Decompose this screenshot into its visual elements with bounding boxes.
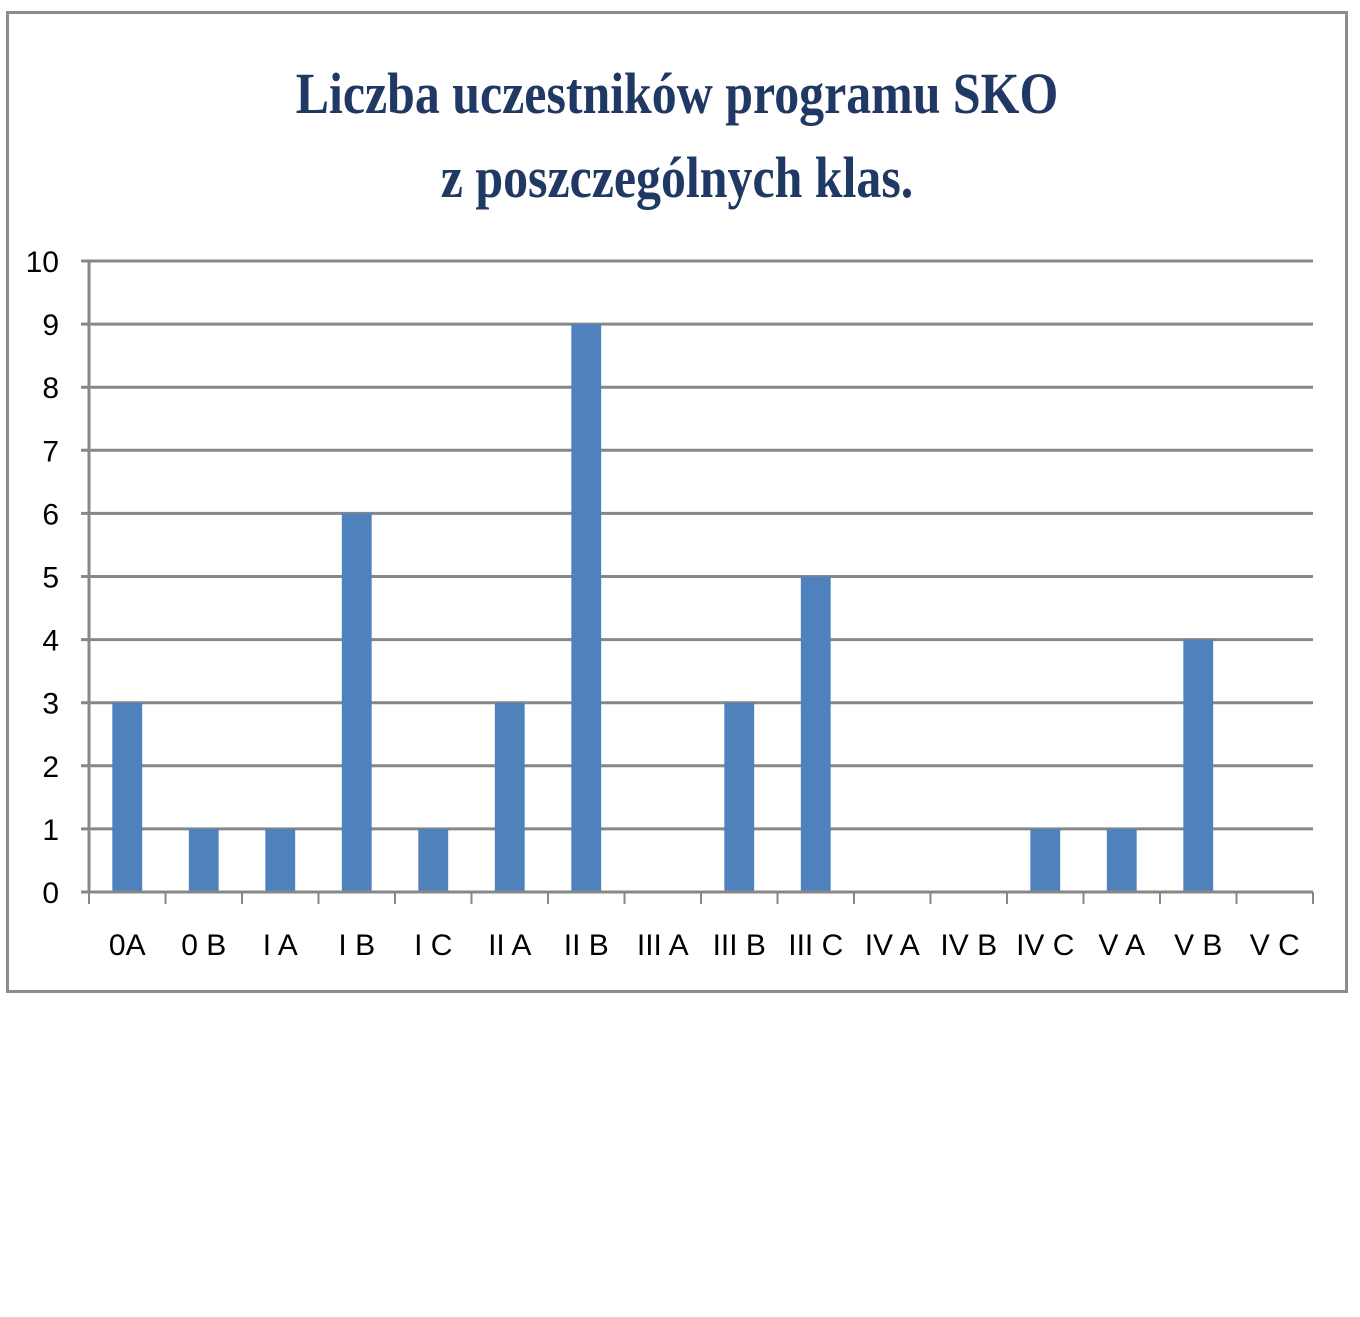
bars [112,324,1214,893]
bar-iiib [724,702,755,892]
x-tick-label: V C [1250,929,1300,962]
y-tick-label: 7 [42,435,59,468]
x-tick-label: I A [263,929,298,962]
chart-title-line-1: Liczba uczestników programu SKO [295,61,1059,126]
bar-ia [265,828,296,892]
x-tick-labels: 0A 0 B I A I B I C II A II B III A III B III C IV … [109,929,1300,962]
bar-iia [494,702,525,892]
x-tick-label: 0 B [181,929,226,962]
y-tick-label: 9 [42,309,59,342]
y-tick-label: 3 [42,688,59,721]
bar-va [1106,828,1137,892]
bar-0a [112,702,143,892]
bar-vb [1183,639,1214,892]
bar-iiic [800,576,831,892]
x-tick-label: II B [564,929,609,962]
y-tick-label: 0 [42,877,59,910]
x-tick-label: IV B [940,929,997,962]
chart-title: Liczba uczestników programu SKO z poszcz… [95,52,1259,220]
x-tick-label: IV C [1016,929,1074,962]
x-tick-label: IV A [865,929,920,962]
x-tick-label: III A [637,929,689,962]
y-tick-labels: 0 1 2 3 4 5 6 7 8 9 10 [26,246,59,910]
y-tick-label: 4 [42,625,59,658]
y-tick-label: 1 [42,814,59,847]
x-tick-label: V A [1098,929,1145,962]
x-tick-label: III C [788,929,843,962]
axes [81,261,1314,904]
bar-ic [418,828,449,892]
y-tick-label: 2 [42,751,59,784]
y-tick-label: 5 [42,562,59,595]
chart-title-line-2: z poszczególnych klas. [440,145,914,210]
x-tick-label: I B [338,929,375,962]
bar-ivc [1030,828,1061,892]
y-tick-label: 10 [26,246,59,279]
bar-iib [571,324,602,893]
x-tick-label: V B [1174,929,1222,962]
x-tick-label: III B [713,929,766,962]
x-tick-label: 0A [109,929,146,962]
x-tick-label: II A [488,929,531,962]
bar-ib [341,513,372,892]
bar-0b [188,828,219,892]
y-tick-label: 6 [42,498,59,531]
x-tick-label: I C [414,929,452,962]
y-tick-label: 8 [42,372,59,405]
grid-lines [81,259,1313,831]
